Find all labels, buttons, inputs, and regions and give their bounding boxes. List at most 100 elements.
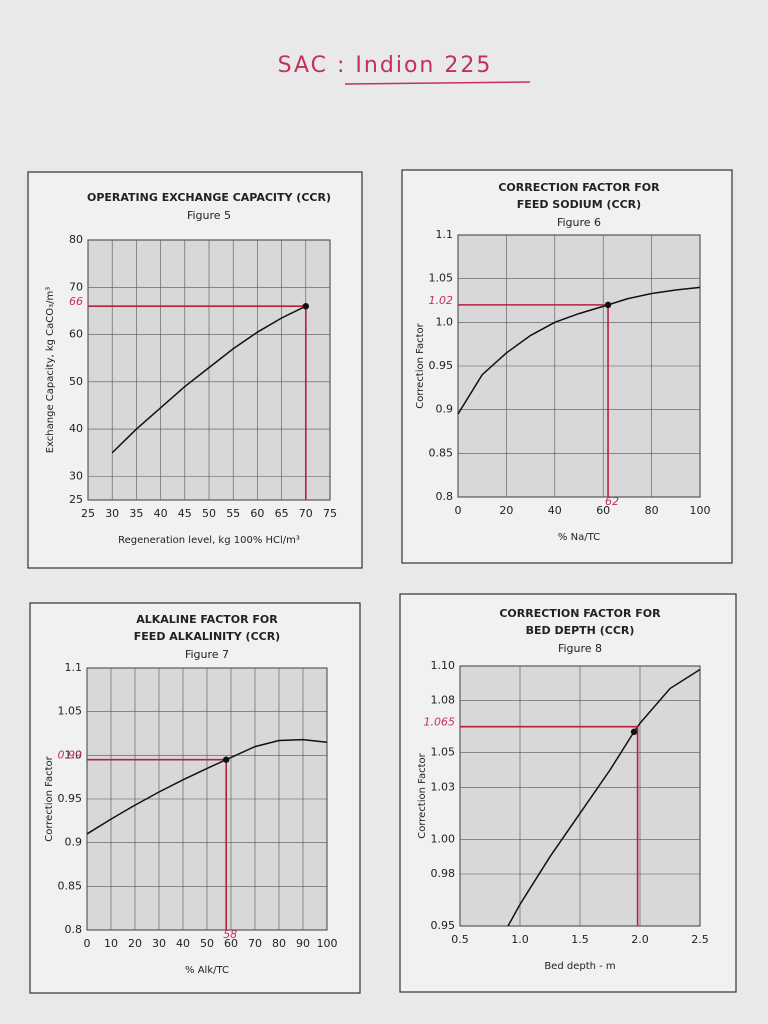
y-tick-label: 1.03 [431,780,456,793]
x-tick-label: 40 [548,504,562,517]
x-tick-label: 30 [105,507,119,520]
y-tick-label: 60 [69,328,83,341]
x-tick-label: 100 [317,937,338,950]
x-tick-label: 20 [499,504,513,517]
y-tick-label: 0.95 [429,359,454,372]
chart-subtitle: Figure 6 [557,216,601,229]
x-tick-label: 80 [272,937,286,950]
x-axis-label: % Alk/TC [185,965,229,976]
x-tick-label: 1.0 [511,933,529,946]
x-tick-label: 2.5 [691,933,709,946]
x-tick-label: 35 [129,507,143,520]
y-tick-label: 1.08 [431,694,456,707]
read-point [223,756,230,763]
x-tick-label: 80 [645,504,659,517]
y-tick-label: 1.05 [431,746,456,759]
y-tick-label: 40 [69,422,83,435]
x-tick-label: 0.5 [451,933,469,946]
x-tick-label: 60 [596,504,610,517]
x-tick-label: 90 [296,937,310,950]
chart-title: CORRECTION FACTOR FOR [499,607,661,620]
y-tick-label: 0.8 [436,490,454,503]
y-tick-label: 50 [69,375,83,388]
chart-subtitle: Figure 7 [185,648,229,661]
chart-title: FEED SODIUM (CCR) [517,198,641,211]
hand-label: 62 [605,495,619,508]
x-tick-label: 70 [299,507,313,520]
y-tick-label: 1.0 [65,748,83,761]
chart-subtitle: Figure 8 [558,642,602,655]
x-tick-label: 2.0 [631,933,649,946]
y-tick-label: 0.8 [65,923,83,936]
curve [111,305,307,454]
curve [457,286,701,415]
y-tick-label: 0.85 [58,879,83,892]
x-tick-label: 0 [455,504,462,517]
x-tick-label: 20 [128,937,142,950]
y-tick-label: 1.0 [436,315,454,328]
y-tick-label: 1.1 [436,228,454,241]
heading-underline [344,81,531,85]
y-axis-label: Correction Factor [417,752,428,838]
x-tick-label: 100 [690,504,711,517]
heading: SAC : Indion 225 [278,53,493,78]
chart-title: OPERATING EXCHANGE CAPACITY (CCR) [87,191,331,204]
y-tick-label: 0.95 [58,792,83,805]
y-tick-label: 1.00 [431,832,456,845]
y-tick-label: 80 [69,233,83,246]
chart-panel: ALKALINE FACTOR FOR FEED ALKALINITY (CCR)… [29,602,361,994]
x-tick-label: 40 [176,937,190,950]
x-tick-label: 50 [200,937,214,950]
y-tick-label: 0.9 [65,836,83,849]
x-tick-label: 55 [226,507,240,520]
chart-title: FEED ALKALINITY (CCR) [134,630,280,643]
x-tick-label: 75 [323,507,337,520]
x-tick-label: 50 [202,507,216,520]
x-tick-label: 1.5 [571,933,589,946]
y-tick-label: 0.9 [436,403,454,416]
y-tick-label: 30 [69,469,83,482]
y-axis-label: Exchange Capacity, kg CaCO₃/m³ [45,287,56,454]
hand-label: 58 [223,928,237,941]
chart-panel: OPERATING EXCHANGE CAPACITY (CCR) Figure … [27,171,363,569]
x-tick-label: 30 [152,937,166,950]
y-tick-label: 1.1 [65,661,83,674]
y-axis-label: Correction Factor [44,755,55,841]
chart-title: BED DEPTH (CCR) [526,624,635,637]
x-tick-label: 60 [250,507,264,520]
x-tick-label: 65 [275,507,289,520]
x-tick-label: 60 [224,937,238,950]
y-tick-label: 0.98 [431,867,456,880]
x-axis-label: Bed depth - m [544,961,615,972]
y-tick-label: 0.85 [429,446,454,459]
read-point [604,301,612,309]
chart-title: CORRECTION FACTOR FOR [498,181,660,194]
read-point [302,302,309,310]
hand-label: 66 [69,295,83,308]
y-tick-label: 0.95 [431,919,456,932]
y-tick-label: 25 [69,493,83,506]
y-tick-label: 70 [69,280,83,293]
chart-subtitle: Figure 5 [187,209,231,222]
x-axis-label: % Na/TC [558,532,600,543]
hand-label: 0.99 [58,749,83,762]
x-tick-label: 70 [248,937,262,950]
curve [507,668,701,927]
chart-title: ALKALINE FACTOR FOR [136,613,278,626]
hand-label: 1.065 [424,716,456,729]
y-tick-label: 1.05 [58,705,83,718]
x-tick-label: 40 [154,507,168,520]
x-tick-label: 0 [84,937,91,950]
y-tick-label: 1.10 [431,659,456,672]
curve [86,738,328,835]
x-tick-label: 45 [178,507,192,520]
y-tick-label: 1.05 [429,272,454,285]
chart-panel: CORRECTION FACTOR FOR FEED SODIUM (CCR) Fi… [401,169,733,564]
hand-label: 1.02 [429,294,454,307]
read-point [630,728,638,736]
x-tick-label: 25 [81,507,95,520]
x-tick-label: 10 [104,937,118,950]
chart-panel: CORRECTION FACTOR FOR BED DEPTH (CCR) Figu… [399,593,737,993]
y-axis-label: Correction Factor [415,322,426,408]
